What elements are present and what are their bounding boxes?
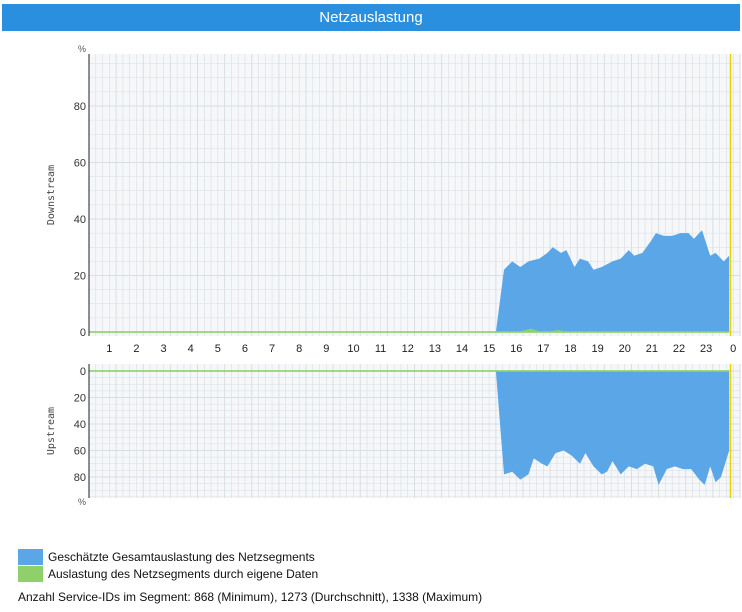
downstream-y-tick-label: 20: [74, 271, 86, 283]
downstream-unit-label: %: [78, 44, 86, 54]
x-tick-label: 4: [188, 343, 194, 355]
upstream-y-tick-label: 20: [74, 393, 86, 405]
legend-swatch-own: [18, 565, 43, 582]
x-tick-label: 22: [673, 343, 685, 355]
downstream-y-tick-label: 0: [80, 327, 86, 339]
downstream-y-tick-label: 60: [74, 158, 86, 170]
x-tick-label: 21: [646, 343, 658, 355]
x-tick-label: 8: [296, 343, 302, 355]
x-tick-label: 7: [269, 343, 275, 355]
upstream-axis-title: Upstream: [46, 407, 57, 455]
x-tick-label: 6: [242, 343, 248, 355]
downstream-axis-title: Downstream: [46, 165, 57, 225]
legend-swatch-total: [18, 548, 43, 565]
x-tick-label: 2: [133, 343, 139, 355]
upstream-y-tick-label: 40: [74, 419, 86, 431]
downstream-y-tick-label: 80: [74, 101, 86, 113]
x-tick-label: 17: [537, 343, 549, 355]
legend-label-own: Auslastung des Netzsegments durch eigene…: [48, 566, 319, 581]
x-tick-label: 15: [483, 343, 495, 355]
x-tick-label: 23: [700, 343, 712, 355]
x-tick-label: 18: [564, 343, 576, 355]
x-tick-label: 13: [429, 343, 441, 355]
x-tick-label: 12: [402, 343, 414, 355]
x-tick-label: 16: [510, 343, 522, 355]
chart-title: Netzauslastung: [319, 9, 423, 26]
x-tick-label: 10: [347, 343, 359, 355]
x-tick-label: 1: [106, 343, 112, 355]
x-tick-label: 9: [323, 343, 329, 355]
x-tick-label: 14: [456, 343, 468, 355]
x-tick-label: 11: [375, 343, 386, 355]
chart-header: Netzauslastung: [2, 4, 740, 31]
upstream-y-tick-label: 0: [80, 366, 86, 378]
upstream-unit-label: %: [78, 497, 86, 507]
upstream-y-tick-label: 60: [74, 446, 86, 458]
legend: Geschätzte Gesamtauslastung des Netzsegm…: [18, 548, 318, 582]
x-tick-label: 5: [215, 343, 221, 355]
downstream-series-total: [495, 230, 730, 332]
legend-item-total: Geschätzte Gesamtauslastung des Netzsegm…: [18, 548, 318, 565]
service-id-summary: Anzahl Service-IDs im Segment: 868 (Mini…: [18, 590, 483, 604]
legend-label-total: Geschätzte Gesamtauslastung des Netzsegm…: [48, 549, 315, 564]
upstream-y-tick-label: 80: [74, 472, 86, 484]
x-tick-label: 3: [161, 343, 167, 355]
x-tick-label: 0: [730, 343, 736, 355]
x-tick-label: 20: [619, 343, 631, 355]
legend-item-own: Auslastung des Netzsegments durch eigene…: [18, 565, 318, 582]
x-tick-label: 19: [591, 343, 603, 355]
upstream-series-total: [495, 371, 730, 485]
downstream-y-tick-label: 40: [74, 214, 86, 226]
